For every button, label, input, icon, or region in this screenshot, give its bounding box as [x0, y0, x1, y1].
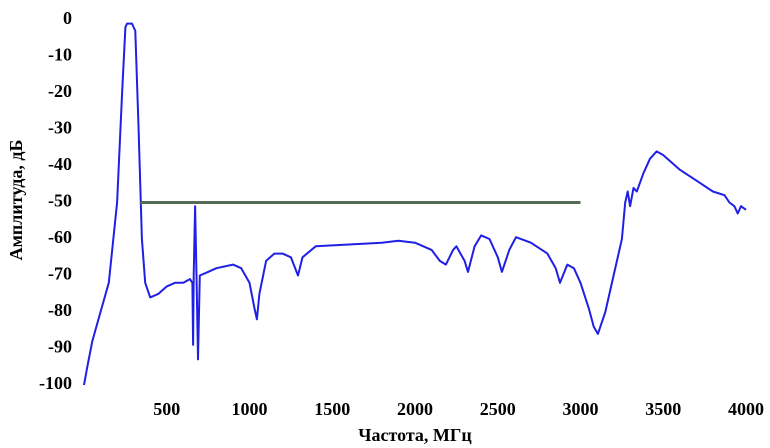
x-tick-label: 2000 [397, 399, 433, 419]
y-tick-label: -50 [48, 191, 72, 211]
x-tick-label: 3000 [563, 399, 599, 419]
x-tick-label: 1500 [314, 399, 350, 419]
y-tick-label: 0 [63, 8, 72, 28]
y-tick-label: -70 [48, 264, 72, 284]
x-axis-label: Частота, МГц [358, 425, 472, 445]
y-tick-label: -100 [39, 373, 72, 393]
y-tick-label: -40 [48, 154, 72, 174]
x-tick-label: 2500 [480, 399, 516, 419]
y-tick-label: -90 [48, 337, 72, 357]
y-tick-label: -60 [48, 227, 72, 247]
x-tick-label: 500 [153, 399, 180, 419]
y-tick-label: -80 [48, 300, 72, 320]
x-tick-label: 3500 [645, 399, 681, 419]
x-tick-label: 1000 [232, 399, 268, 419]
x-tick-label: 4000 [728, 399, 764, 419]
y-tick-label: -20 [48, 81, 72, 101]
data-line [83, 22, 747, 386]
y-axis-label: Амплитуда, дБ [6, 140, 26, 261]
y-tick-label: -10 [48, 45, 72, 65]
y-tick-label: -30 [48, 118, 72, 138]
